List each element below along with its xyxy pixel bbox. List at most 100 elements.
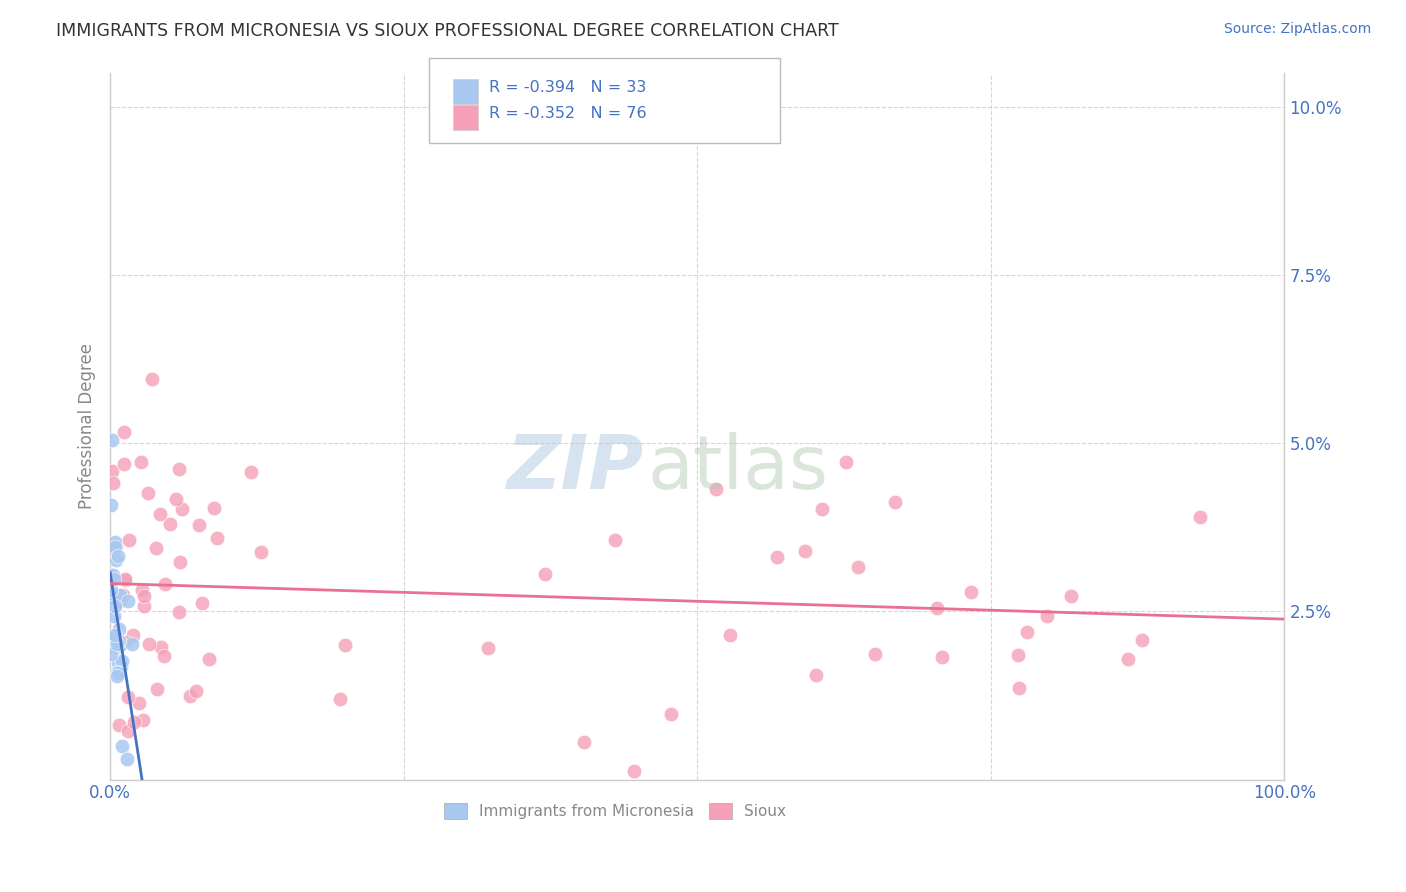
Point [100, 583, 122, 598]
Point [149, 640, 172, 655]
Point [121, 628, 143, 642]
Point [179, 689, 201, 703]
Point [103, 608, 125, 623]
Point [108, 622, 131, 636]
Point [104, 535, 127, 549]
Point [766, 549, 789, 564]
Point [114, 573, 136, 587]
Point [1118, 652, 1140, 666]
Point [114, 635, 136, 649]
Point [117, 594, 139, 608]
Point [204, 501, 226, 516]
Point [112, 457, 135, 471]
Point [169, 605, 191, 619]
Point [114, 572, 136, 586]
Point [184, 683, 207, 698]
Point [105, 665, 128, 679]
Point [329, 692, 352, 706]
Point [148, 508, 170, 522]
Point [121, 637, 143, 651]
Point [190, 596, 212, 610]
Text: atlas: atlas [648, 433, 830, 505]
Point [103, 475, 125, 490]
Point [103, 568, 125, 582]
Point [718, 628, 741, 642]
Point [534, 567, 557, 582]
Point [110, 658, 132, 673]
Point [959, 585, 981, 599]
Point [122, 715, 145, 730]
Point [1060, 589, 1083, 603]
Point [198, 651, 221, 665]
Point [117, 690, 139, 705]
Point [704, 482, 727, 496]
Point [138, 637, 160, 651]
Point [101, 464, 124, 478]
Point [105, 640, 128, 654]
Point [835, 455, 858, 469]
Point [1130, 633, 1153, 648]
Point [883, 495, 905, 509]
Point [132, 589, 155, 603]
Point [101, 433, 124, 447]
Point [118, 533, 141, 548]
Point [335, 639, 357, 653]
Point [107, 549, 129, 564]
Point [110, 594, 132, 608]
Point [155, 576, 177, 591]
Text: R = -0.394   N = 33: R = -0.394 N = 33 [489, 80, 647, 95]
Point [138, 485, 160, 500]
Point [207, 531, 229, 545]
Point [108, 633, 131, 648]
Point [1017, 625, 1039, 640]
Point [1007, 648, 1029, 663]
Point [169, 555, 191, 569]
Point [863, 647, 886, 661]
Point [104, 540, 127, 554]
Point [165, 491, 187, 506]
Point [111, 588, 134, 602]
Point [846, 559, 869, 574]
Point [145, 541, 167, 555]
Point [115, 752, 138, 766]
Point [1008, 681, 1031, 696]
Point [659, 706, 682, 721]
Point [111, 654, 134, 668]
Point [100, 648, 122, 662]
Point [170, 501, 193, 516]
Point [104, 553, 127, 567]
Point [605, 533, 627, 547]
Point [804, 668, 827, 682]
Y-axis label: Professional Degree: Professional Degree [79, 343, 96, 509]
Point [101, 542, 124, 557]
Point [104, 599, 127, 613]
Point [108, 638, 131, 652]
Point [1036, 609, 1059, 624]
Point [101, 631, 124, 645]
Point [477, 640, 499, 655]
Point [188, 517, 211, 532]
Point [572, 734, 595, 748]
Point [131, 583, 153, 598]
Point [117, 724, 139, 739]
Point [105, 637, 128, 651]
Point [141, 372, 163, 386]
Text: IMMIGRANTS FROM MICRONESIA VS SIOUX PROFESSIONAL DEGREE CORRELATION CHART: IMMIGRANTS FROM MICRONESIA VS SIOUX PROF… [56, 22, 839, 40]
Point [128, 696, 150, 710]
Point [112, 425, 135, 440]
Point [239, 465, 262, 479]
Legend: Immigrants from Micronesia, Sioux: Immigrants from Micronesia, Sioux [437, 797, 793, 825]
Point [134, 599, 156, 614]
Point [104, 539, 127, 553]
Point [131, 713, 153, 727]
Point [167, 462, 190, 476]
Point [100, 573, 122, 587]
Point [107, 656, 129, 670]
Point [159, 516, 181, 531]
Point [129, 455, 152, 469]
Point [249, 545, 271, 559]
Point [811, 501, 834, 516]
Point [793, 544, 815, 558]
Point [103, 572, 125, 586]
Point [111, 739, 134, 753]
